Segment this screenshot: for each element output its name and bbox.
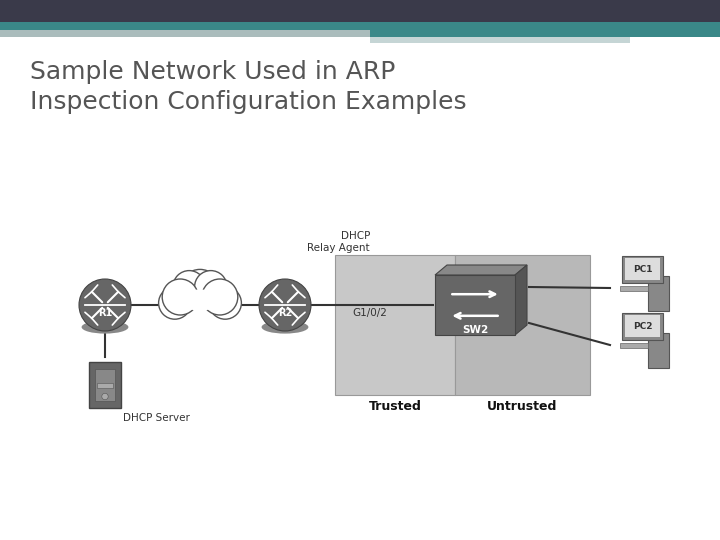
Bar	[0, 0, 720, 22]
Bar	[97, 383, 113, 388]
Circle shape	[209, 287, 241, 319]
Bar	[622, 313, 663, 340]
Text: Untrusted: Untrusted	[487, 400, 558, 413]
Text: DHCP Server: DHCP Server	[123, 413, 190, 423]
Text: Sample Network Used in ARP
Inspection Configuration Examples: Sample Network Used in ARP Inspection Co…	[30, 60, 467, 114]
Bar	[625, 315, 660, 338]
Bar	[455, 255, 590, 395]
Circle shape	[102, 393, 108, 400]
Circle shape	[194, 271, 227, 303]
Circle shape	[180, 269, 220, 309]
Ellipse shape	[164, 282, 236, 318]
Bar	[95, 369, 114, 401]
Polygon shape	[515, 265, 527, 335]
Polygon shape	[435, 265, 527, 275]
Bar	[0, 30, 370, 37]
Circle shape	[202, 279, 238, 315]
Bar	[435, 275, 515, 335]
Text: PC1: PC1	[633, 265, 652, 274]
Ellipse shape	[178, 289, 222, 310]
Bar	[625, 258, 660, 280]
Bar	[648, 275, 669, 310]
Text: SW2: SW2	[462, 325, 488, 335]
Text: R1: R1	[98, 308, 112, 318]
Ellipse shape	[261, 321, 308, 334]
Ellipse shape	[81, 321, 128, 334]
Text: G1/0/2: G1/0/2	[352, 308, 387, 318]
Circle shape	[158, 287, 191, 319]
Bar	[0, 22, 720, 30]
Circle shape	[79, 279, 131, 331]
Text: G1/0/4: G1/0/4	[460, 322, 495, 332]
Circle shape	[259, 279, 311, 331]
Circle shape	[173, 271, 205, 303]
Bar	[648, 333, 669, 368]
Bar	[370, 30, 720, 37]
Text: PC2: PC2	[633, 322, 652, 330]
Bar	[370, 37, 630, 43]
Bar	[335, 255, 455, 395]
Bar	[620, 342, 648, 348]
Bar	[620, 286, 648, 291]
Text: R2: R2	[278, 308, 292, 318]
Bar	[622, 255, 663, 283]
Text: G1/0/3: G1/0/3	[460, 278, 495, 288]
Circle shape	[162, 279, 198, 315]
Text: DHCP
Relay Agent: DHCP Relay Agent	[307, 231, 370, 253]
Text: Trusted: Trusted	[369, 400, 421, 413]
Bar	[89, 362, 121, 408]
